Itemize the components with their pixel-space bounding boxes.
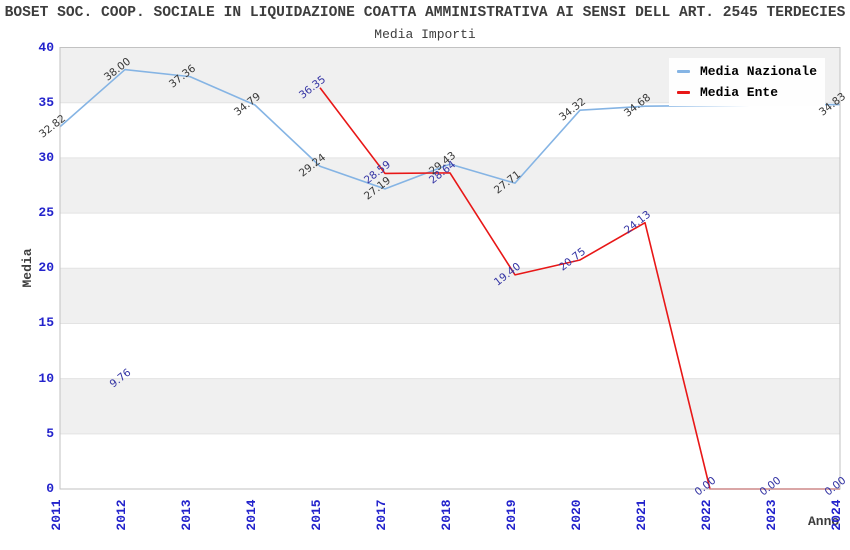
x-axis-tick: 2011 xyxy=(49,499,64,531)
x-axis-tick: 2024 xyxy=(829,499,844,531)
plot-band xyxy=(60,378,840,434)
y-axis-tick: 10 xyxy=(38,370,54,386)
y-axis-tick: 0 xyxy=(46,481,54,496)
x-axis-tick: 2012 xyxy=(114,499,129,531)
x-axis-tick: 2019 xyxy=(504,499,519,531)
x-axis-tick: 2021 xyxy=(634,499,649,531)
x-axis-tick: 2022 xyxy=(699,499,714,531)
x-axis-tick: 2023 xyxy=(764,499,779,531)
x-axis-tick: 2017 xyxy=(374,499,389,531)
y-axis-tick: 40 xyxy=(38,39,54,55)
plot-band xyxy=(60,213,840,269)
x-axis-tick: 2014 xyxy=(244,499,259,531)
x-axis-title: Anno xyxy=(808,514,840,529)
chart-subtitle: Media Importi xyxy=(374,27,476,42)
plot-band xyxy=(60,433,840,489)
x-axis-tick: 2015 xyxy=(309,499,324,531)
y-axis-tick: 25 xyxy=(38,205,54,221)
legend: Media Nazionale Media Ente xyxy=(669,58,826,106)
legend-item-media-nazionale: Media Nazionale xyxy=(677,63,817,80)
x-axis-tick: 2018 xyxy=(439,499,454,531)
x-axis-tick: 2020 xyxy=(569,499,584,531)
y-axis-tick: 5 xyxy=(46,425,54,441)
y-axis-tick: 15 xyxy=(38,315,54,331)
y-axis-tick: 35 xyxy=(38,94,54,110)
chart-title: BOSET SOC. COOP. SOCIALE IN LIQUIDAZIONE… xyxy=(4,5,846,21)
y-axis-tick: 20 xyxy=(38,260,54,276)
plot-band xyxy=(60,157,840,214)
legend-label: Media Nazionale xyxy=(700,64,818,79)
legend-line-swatch-icon xyxy=(677,91,690,94)
legend-item-media-ente: Media Ente xyxy=(677,84,817,101)
plot-band xyxy=(60,268,840,324)
plot-border xyxy=(59,47,841,490)
legend-line-swatch-icon xyxy=(677,70,690,73)
plot-band xyxy=(60,102,840,158)
x-axis-tick: 2013 xyxy=(179,499,194,531)
legend-label: Media Ente xyxy=(700,85,779,100)
plot-band xyxy=(60,323,840,379)
y-axis-tick: 30 xyxy=(38,149,54,165)
